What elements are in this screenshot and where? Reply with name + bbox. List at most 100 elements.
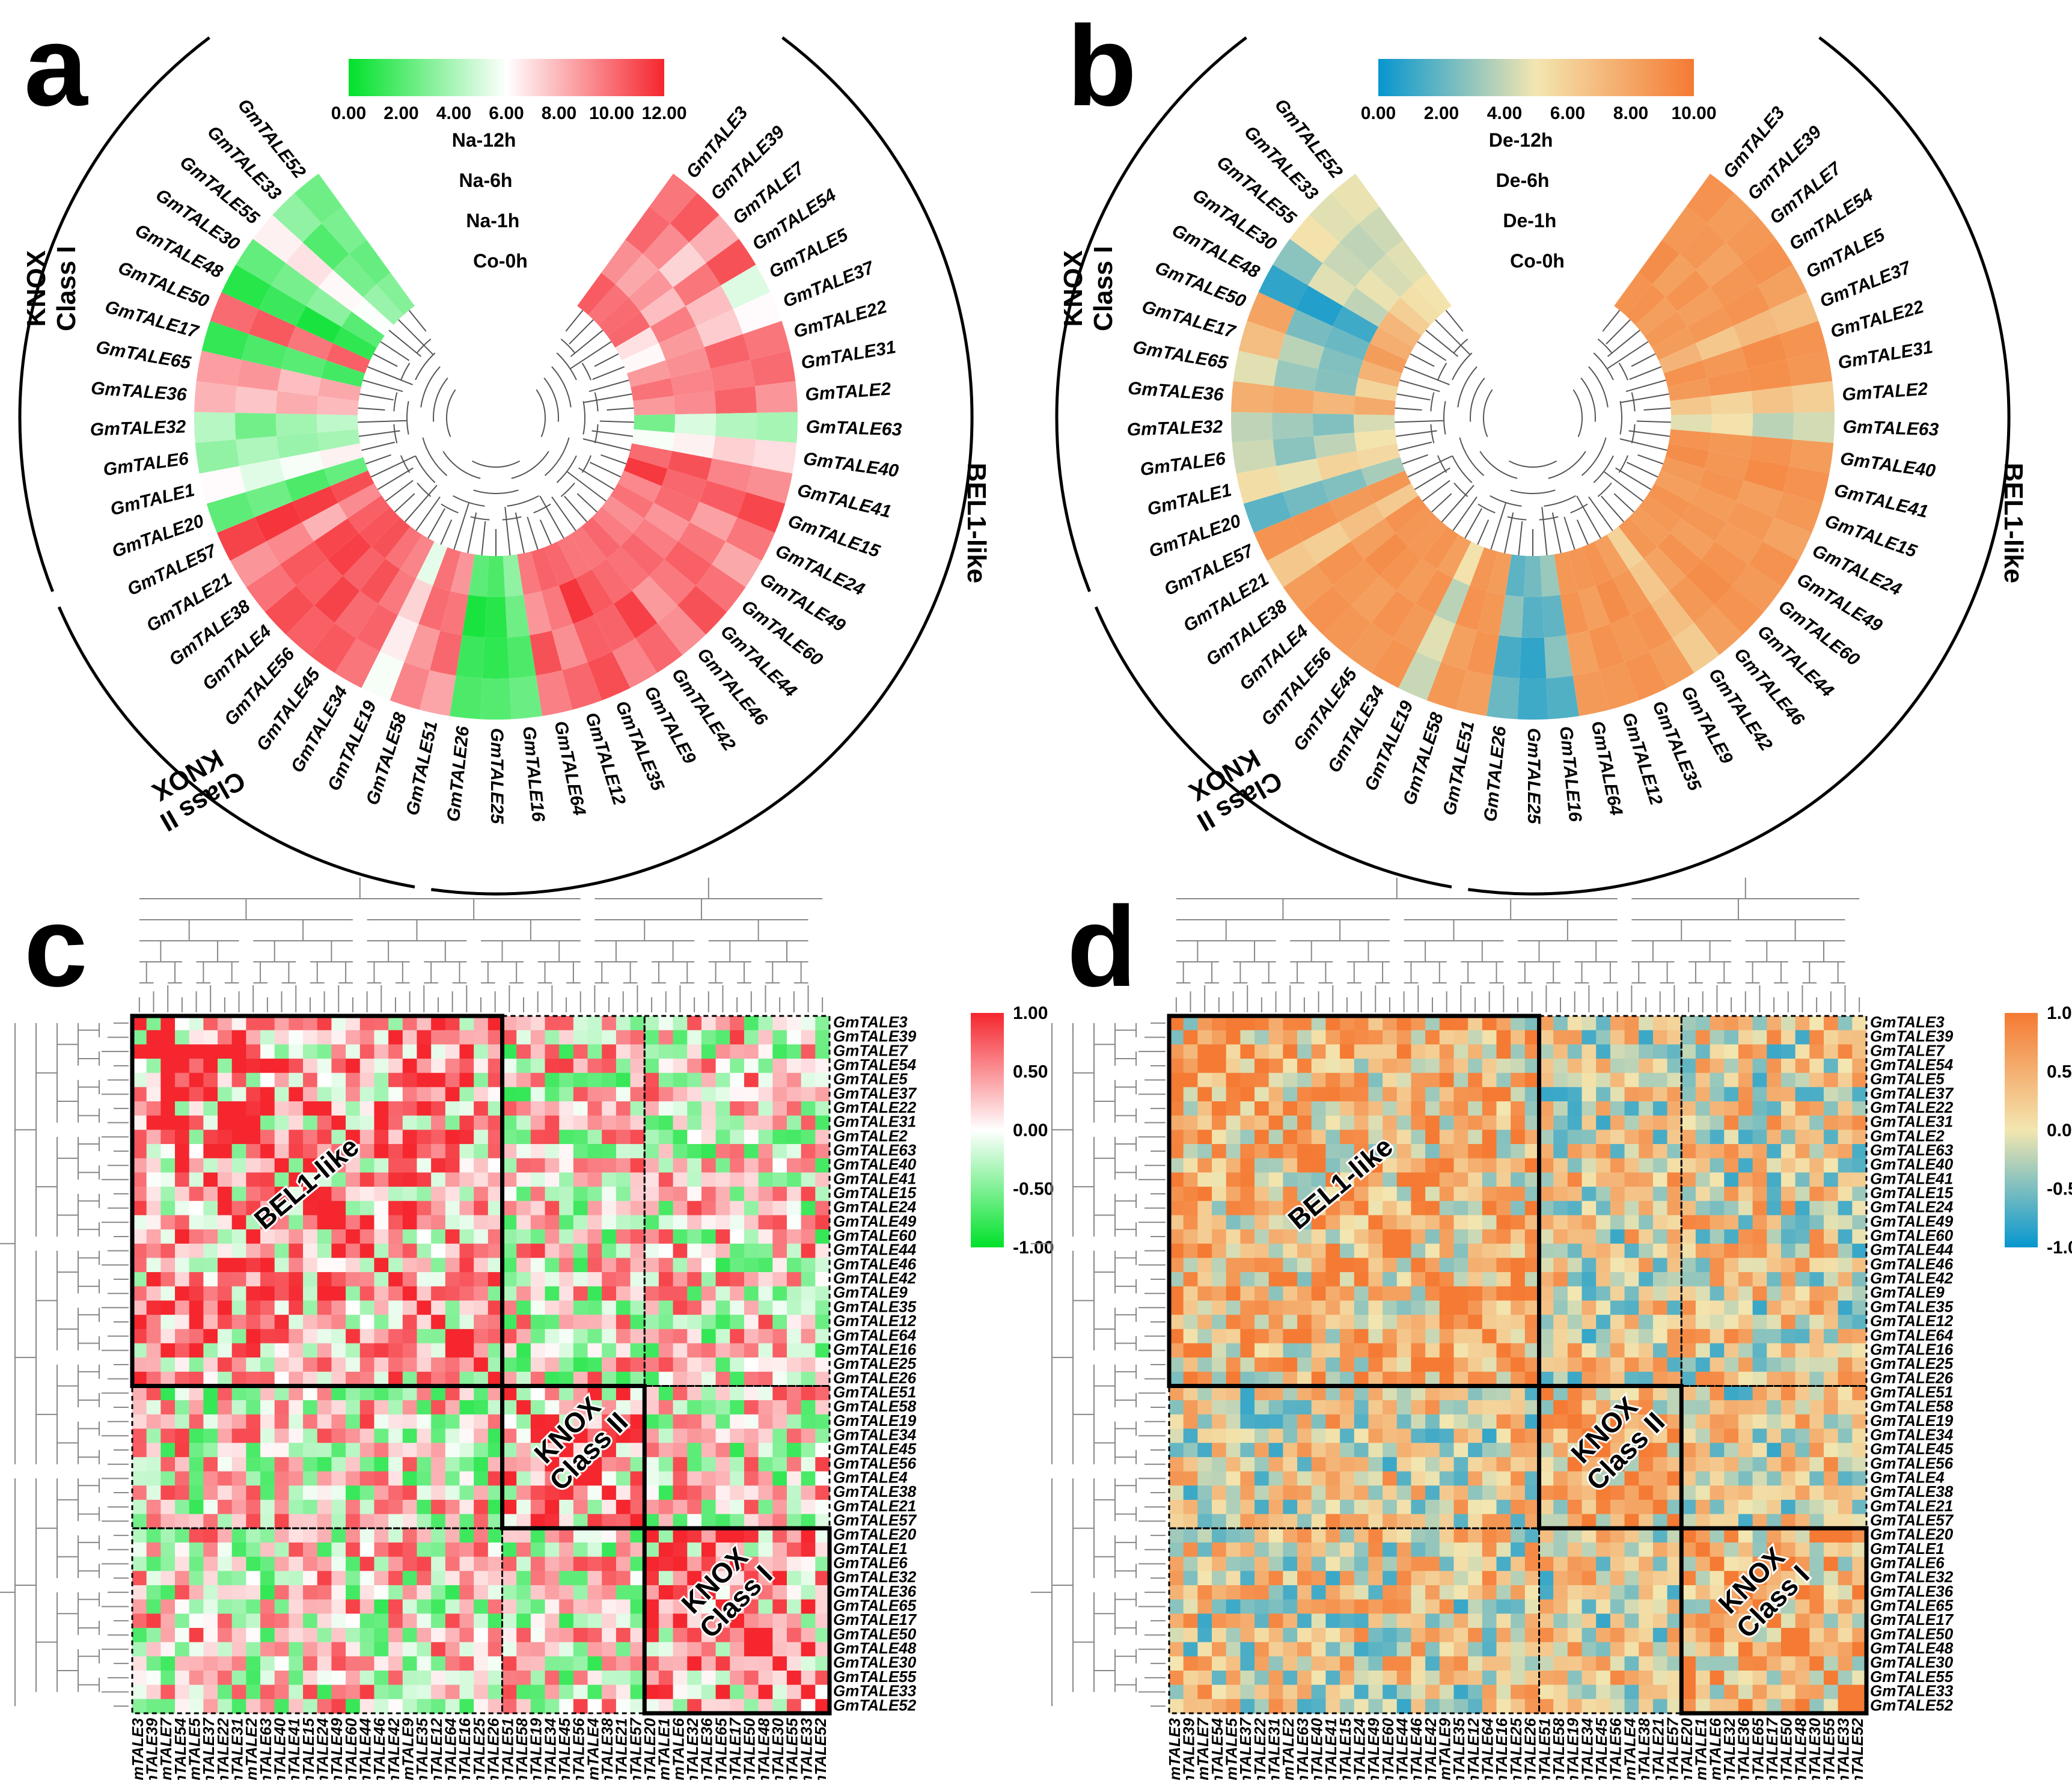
matrix-cell-c-30-16 (359, 1443, 374, 1458)
matrix-cell-d-21-18 (1425, 1315, 1440, 1330)
matrix-cell-c-19-0 (132, 1286, 147, 1301)
matrix-cell-c-13-21 (431, 1200, 446, 1216)
dendro-spoke-b-29 (1464, 508, 1482, 539)
matrix-cell-d-3-15 (1383, 1059, 1398, 1074)
cell-b-GmTALE19-3 (1453, 541, 1485, 586)
matrix-cell-d-12-15 (1383, 1187, 1398, 1202)
matrix-cell-c-2-34 (616, 1044, 631, 1059)
matrix-cell-c-35-36 (644, 1514, 659, 1529)
matrix-cell-d-13-3 (1212, 1200, 1227, 1216)
dendro-arc-b-2-4 (1457, 366, 1478, 408)
matrix-cell-c-46-6 (218, 1670, 233, 1686)
matrix-cell-c-2-20 (417, 1044, 432, 1059)
matrix-cell-d-18-46 (1823, 1272, 1839, 1287)
cell-b-GmTALE45-1 (1371, 590, 1416, 638)
matrix-cell-c-34-38 (673, 1499, 688, 1515)
matrix-cell-c-17-41 (715, 1258, 730, 1273)
cell-b-GmTALE51-2 (1477, 591, 1506, 635)
matrix-cell-c-45-43 (744, 1656, 759, 1671)
matrix-cell-c-30-41 (715, 1443, 730, 1458)
gene-label-a-GmTALE41: GmTALE41 (795, 480, 893, 522)
matrix-cell-c-21-33 (602, 1315, 617, 1330)
matrix-cell-d-3-24 (1511, 1059, 1526, 1074)
matrix-cell-c-25-45 (772, 1371, 787, 1387)
matrix-cell-c-17-34 (616, 1258, 631, 1273)
matrix-cell-c-28-31 (573, 1414, 588, 1430)
matrix-cell-c-1-40 (701, 1030, 717, 1045)
matrix-cell-c-9-42 (730, 1144, 745, 1159)
matrix-cell-d-17-38 (1710, 1258, 1725, 1273)
matrix-cell-d-14-32 (1624, 1215, 1639, 1230)
matrix-cell-c-27-25 (487, 1400, 503, 1415)
matrix-cell-c-1-1 (146, 1030, 161, 1045)
matrix-cell-c-14-9 (260, 1215, 275, 1230)
matrix-cell-c-29-18 (388, 1428, 403, 1443)
matrix-cell-c-10-1 (146, 1158, 161, 1173)
matrix-cell-c-42-34 (616, 1613, 631, 1629)
matrix-cell-c-21-13 (317, 1315, 332, 1330)
matrix-cell-c-9-0 (132, 1144, 147, 1159)
matrix-cell-c-17-15 (346, 1258, 361, 1273)
matrix-cell-c-21-20 (417, 1315, 432, 1330)
matrix-cell-c-0-28 (530, 1016, 546, 1031)
matrix-cell-c-39-24 (474, 1571, 489, 1586)
matrix-cell-c-27-16 (359, 1400, 374, 1415)
cell-b-GmTALE25-0 (1517, 678, 1548, 720)
matrix-cell-c-27-30 (559, 1400, 574, 1415)
cell-a-GmTALE1-3 (320, 443, 364, 469)
matrix-cell-c-31-43 (744, 1457, 759, 1472)
matrix-cell-d-1-32 (1624, 1030, 1639, 1045)
dendro-arc-b-0-12 (1430, 424, 1435, 444)
matrix-cell-d-21-19 (1439, 1315, 1454, 1330)
matrix-cell-d-21-45 (1809, 1315, 1824, 1330)
matrix-cell-c-45-8 (246, 1656, 261, 1671)
matrix-cell-c-10-6 (218, 1158, 233, 1173)
cell-a-GmTALE58-0 (390, 662, 430, 710)
matrix-cell-c-38-25 (487, 1556, 503, 1571)
cell-b-GmTALE5-2 (1687, 306, 1733, 343)
matrix-cell-c-3-11 (289, 1059, 304, 1074)
matrix-cell-c-28-40 (701, 1414, 717, 1430)
colorbar-tick-c-0: 1.00 (1013, 1003, 1048, 1023)
matrix-cell-d-2-32 (1624, 1044, 1639, 1059)
dendro-spoke-a-39 (358, 420, 407, 423)
matrix-cell-c-31-15 (346, 1457, 361, 1472)
matrix-cell-c-22-41 (715, 1329, 730, 1344)
matrix-cell-c-43-31 (573, 1627, 588, 1643)
cell-a-GmTALE24-1 (689, 501, 738, 542)
cell-a-GmTALE1-0 (199, 466, 246, 504)
matrix-cell-c-34-19 (402, 1499, 417, 1515)
matrix-cell-c-37-44 (758, 1542, 773, 1558)
matrix-cell-c-8-38 (673, 1130, 688, 1145)
matrix-cell-c-23-41 (715, 1343, 730, 1358)
cell-b-GmTALE35-1 (1610, 614, 1649, 662)
matrix-cell-c-38-26 (502, 1556, 517, 1571)
matrix-cell-c-46-16 (359, 1670, 374, 1686)
matrix-cell-c-6-29 (545, 1101, 560, 1116)
cell-a-GmTALE50-2 (287, 326, 334, 361)
matrix-cell-c-22-25 (487, 1329, 503, 1344)
matrix-cell-c-22-12 (303, 1329, 318, 1344)
matrix-cell-c-2-0 (132, 1044, 147, 1059)
matrix-cell-c-40-23 (459, 1585, 474, 1600)
matrix-cell-c-15-30 (559, 1229, 574, 1244)
matrix-cell-d-2-21 (1468, 1044, 1483, 1059)
matrix-cell-d-23-15 (1383, 1343, 1398, 1358)
matrix-cell-d-13-12 (1340, 1200, 1355, 1216)
dendro-spoke-b-8 (1643, 407, 1671, 411)
matrix-cell-c-45-18 (388, 1656, 403, 1671)
matrix-cell-c-43-10 (274, 1627, 289, 1643)
matrix-cell-d-12-24 (1511, 1187, 1526, 1202)
matrix-cell-d-15-46 (1823, 1229, 1839, 1244)
matrix-cell-d-18-37 (1695, 1272, 1711, 1287)
dendro-spoke-a-1 (569, 319, 594, 344)
matrix-cell-c-2-24 (474, 1044, 489, 1059)
matrix-cell-c-13-30 (559, 1200, 574, 1216)
cell-a-GmTALE16-1 (507, 635, 536, 679)
colorbar-c (971, 1013, 1004, 1247)
matrix-cell-d-10-20 (1453, 1158, 1468, 1173)
cell-b-GmTALE17-3 (1358, 360, 1402, 387)
matrix-cell-d-2-31 (1610, 1044, 1625, 1059)
matrix-cell-c-47-0 (132, 1684, 147, 1699)
matrix-cell-c-21-19 (402, 1315, 417, 1330)
